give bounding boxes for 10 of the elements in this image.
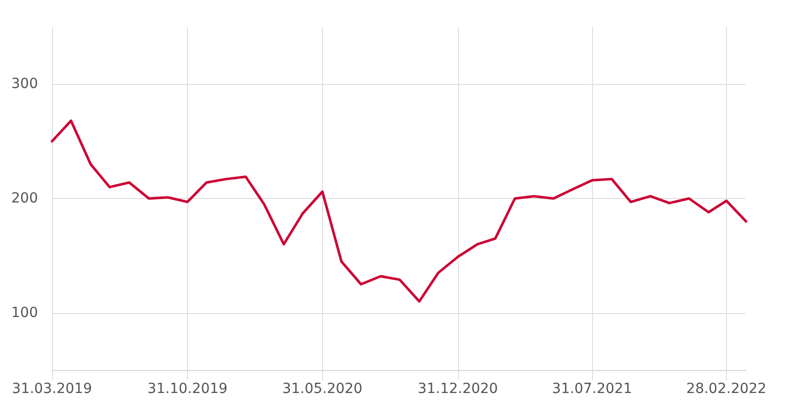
x-tick-label: 31.03.2019 (12, 381, 92, 397)
x-tick-label: 31.05.2020 (282, 381, 362, 397)
x-tick-label: 31.07.2021 (552, 381, 632, 397)
y-tick-label: 300 (11, 76, 38, 92)
line-series (50, 120, 748, 303)
x-tick-label: 31.10.2019 (147, 381, 228, 397)
y-tick-label: 200 (11, 190, 38, 206)
x-tick-label: 31.12.2020 (418, 381, 498, 397)
y-tick-label: 100 (11, 304, 38, 321)
x-tick-label: 28.02.2022 (686, 381, 766, 397)
